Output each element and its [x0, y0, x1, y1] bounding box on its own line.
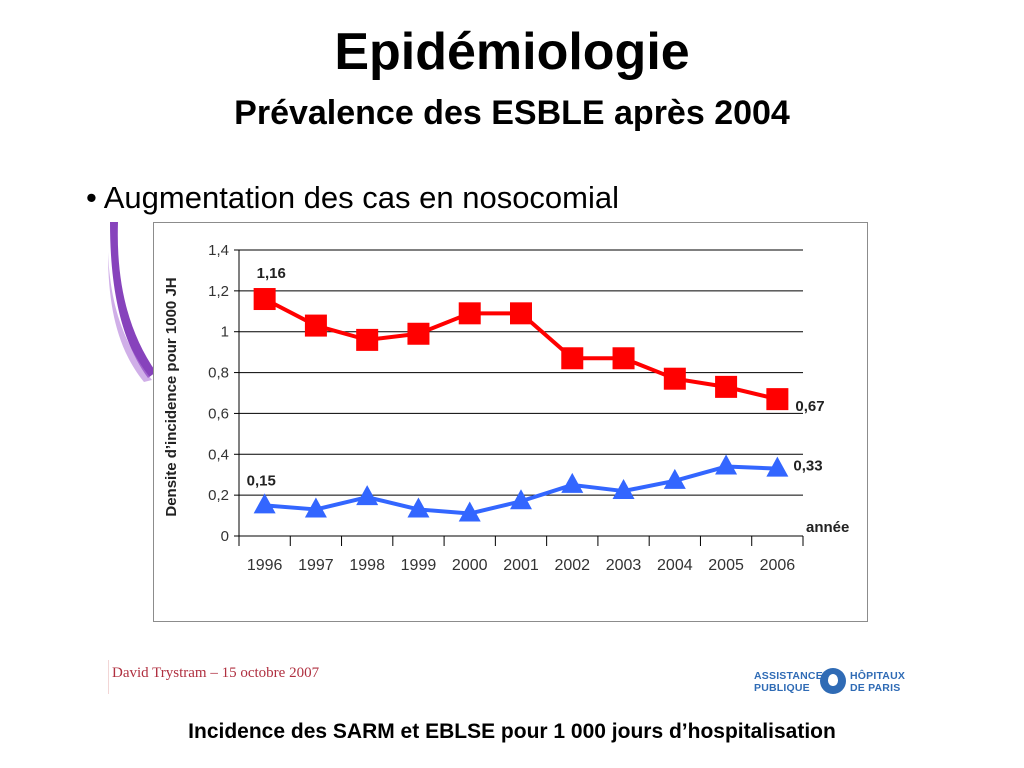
data-point-triangle: [663, 468, 686, 489]
data-label: 0,33: [793, 458, 822, 475]
incidence-line-chart: 0 0,2 0,4 0,6 0,8 1 1,2 1,4 1996 1997 1998 1999 2000…: [163, 242, 849, 574]
data-point-square: [458, 302, 481, 325]
y-tick-label: 0,8: [208, 365, 229, 382]
x-tick-label: 2000: [452, 557, 488, 574]
y-tick-label: 0: [221, 528, 229, 545]
y-tick-label: 1,2: [208, 283, 229, 300]
y-tick-label: 1,4: [208, 242, 229, 259]
x-tick-label: 1999: [401, 557, 437, 574]
data-point-square: [253, 288, 276, 311]
x-tick-label: 2005: [708, 557, 744, 574]
y-tick-label: 0,6: [208, 405, 229, 422]
data-label: 1,16: [257, 265, 286, 282]
chart-frame: 0 0,2 0,4 0,6 0,8 1 1,2 1,4 1996 1997 1998 1999 2000…: [153, 222, 868, 622]
y-axis-label: Densite d’incidence pour 1000 JH: [163, 277, 180, 516]
footer-author: David Trystram – 15 octobre 2007: [112, 665, 320, 681]
x-tick-label: 2006: [760, 557, 796, 574]
x-tick-label: 2001: [503, 557, 539, 574]
data-point-triangle: [612, 479, 635, 500]
data-point-triangle: [715, 454, 738, 475]
data-label: 0,67: [795, 398, 824, 415]
slide-subtitle: Prévalence des ESBLE après 2004: [234, 94, 790, 132]
footer-divider: [108, 660, 109, 694]
data-point-triangle: [766, 456, 789, 477]
data-point-square: [663, 367, 686, 390]
x-tick-label: 1998: [349, 557, 385, 574]
x-tick-label: 2003: [606, 557, 642, 574]
logo-text-left: ASSISTANCE PUBLIQUE: [754, 670, 823, 694]
decorative-swoosh: [108, 222, 156, 382]
x-axis-label: année: [806, 519, 849, 536]
data-point-square: [561, 347, 584, 370]
slide-caption: Incidence des SARM et EBLSE pour 1 000 j…: [188, 720, 836, 743]
aphp-logo: ASSISTANCE PUBLIQUE HÔPITAUX DE PARIS: [754, 668, 910, 696]
data-point-triangle: [253, 493, 276, 514]
data-point-square: [304, 314, 327, 337]
data-point-square: [715, 375, 738, 398]
x-tick-label: 2004: [657, 557, 693, 574]
data-point-square: [407, 322, 430, 345]
x-tick-label: 1997: [298, 557, 334, 574]
data-point-triangle: [356, 485, 379, 506]
logo-text-right: HÔPITAUX DE PARIS: [850, 670, 906, 694]
data-point-triangle: [407, 497, 430, 518]
y-tick-label: 0,2: [208, 487, 229, 504]
slide-title: Epidémiologie: [334, 23, 690, 81]
data-point-triangle: [561, 472, 584, 493]
data-point-triangle: [458, 501, 481, 522]
data-point-square: [356, 328, 379, 351]
data-label: 0,15: [247, 472, 276, 489]
bullet-point: • Augmentation des cas en nosocomial: [86, 180, 620, 215]
logo-emblem-icon: [820, 668, 846, 694]
y-tick-label: 1: [221, 324, 229, 341]
data-point-square: [766, 388, 789, 411]
data-point-square: [510, 302, 532, 325]
data-point-triangle: [304, 497, 327, 518]
data-point-square: [612, 347, 635, 370]
x-tick-label: 2002: [554, 557, 590, 574]
y-tick-label: 0,4: [208, 446, 229, 463]
x-tick-label: 1996: [247, 557, 283, 574]
data-point-triangle: [510, 489, 532, 510]
